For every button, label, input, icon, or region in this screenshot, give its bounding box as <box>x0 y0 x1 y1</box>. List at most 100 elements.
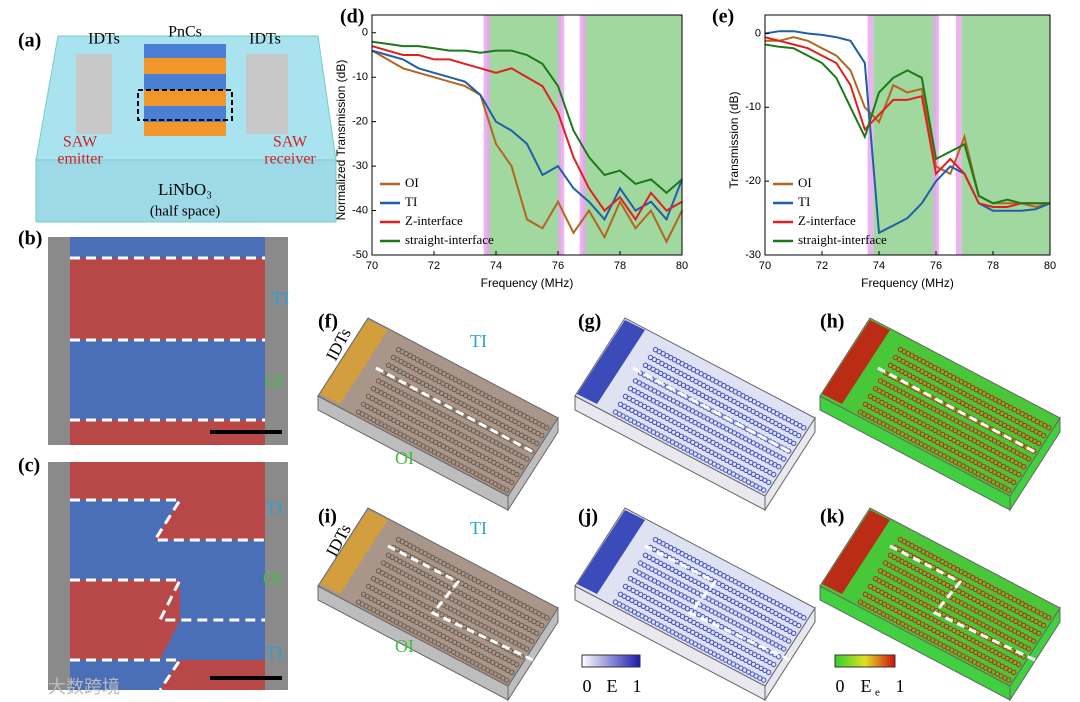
label: TI <box>272 288 289 308</box>
unit-cell <box>504 677 510 683</box>
slab <box>574 317 816 512</box>
y-tick-label: 0 <box>362 27 368 39</box>
label: TI <box>470 331 487 351</box>
idt-region <box>320 320 388 404</box>
legend-label: OI <box>405 175 419 190</box>
legend-label: TI <box>405 194 417 209</box>
unit-cell <box>761 487 767 493</box>
panel-label: (c) <box>18 455 40 477</box>
unit-cell <box>776 654 782 660</box>
unit-cell <box>1026 646 1032 652</box>
x-tick-label: 72 <box>816 260 828 272</box>
panel-label: (f) <box>318 311 338 333</box>
x-tick-label: 72 <box>428 260 440 272</box>
unit-cell <box>1021 464 1027 470</box>
unit-cell <box>514 661 520 668</box>
legend-label: TI <box>798 194 810 209</box>
label: TI <box>470 518 487 538</box>
panel-c: (c) TI OI TI <box>18 455 288 691</box>
panel-label: (i) <box>318 506 337 528</box>
y-axis-label: Transmission (dB) <box>727 92 741 189</box>
label: emitter <box>57 151 103 168</box>
y-tick-label: -20 <box>352 116 368 128</box>
plot-frame <box>764 14 1051 256</box>
unit-cell <box>766 669 772 675</box>
slab <box>819 507 1061 702</box>
label: OI <box>265 371 284 391</box>
charts: 70 72 74 76 78 80 -50 -40 -30 -20 -10 0 Frequency (M… <box>334 6 1056 291</box>
legend-label: Z-interface <box>798 213 856 228</box>
legend-label: straight-interface <box>405 232 494 247</box>
slab <box>317 317 559 512</box>
unit-cell <box>766 479 772 485</box>
unit-cell <box>1036 440 1042 446</box>
x-tick-label: 74 <box>873 260 885 272</box>
unit-cell <box>1046 425 1052 431</box>
x-tick-label: 76 <box>930 260 942 272</box>
unit-cell <box>534 440 540 446</box>
panel-label: (e) <box>712 6 734 28</box>
colorbar-label: E <box>607 676 618 696</box>
interface <box>644 544 791 662</box>
y-axis-label: Normalized Transmission (dB) <box>334 60 348 221</box>
unit-cell <box>504 487 510 493</box>
plot-frame <box>371 14 683 256</box>
series-line <box>764 30 1051 235</box>
x-tick-label: 78 <box>614 260 626 272</box>
shaded-region <box>873 15 936 255</box>
series-line <box>764 43 1050 205</box>
watermark: 大数跨境 <box>48 677 120 698</box>
unit-cell <box>791 630 797 636</box>
slab-top <box>317 507 559 687</box>
panel-a: (a) IDTs PnCs IDTs SAW emitter SAW recei… <box>18 24 337 223</box>
interface <box>889 544 1036 662</box>
idt-region <box>577 320 645 404</box>
unit-cell <box>771 661 777 668</box>
unit-cell <box>519 654 525 660</box>
x-tick-label: 78 <box>987 260 999 272</box>
label: receiver <box>264 151 316 168</box>
label: IDTs <box>88 31 120 48</box>
unit-cell <box>761 677 767 683</box>
series-line <box>765 36 1051 209</box>
panel-label: (k) <box>820 506 844 528</box>
colorbar <box>581 654 641 668</box>
unit-cell <box>544 425 550 431</box>
colorbar-label: 1 <box>896 676 905 696</box>
slab-top <box>819 507 1061 687</box>
interface <box>877 366 1036 454</box>
colorbar <box>834 654 896 668</box>
x-tick-label: 80 <box>1044 260 1056 272</box>
unit-cell <box>1046 615 1052 621</box>
panel-label: (d) <box>340 6 364 28</box>
colorbar-label: e <box>875 687 880 699</box>
slab-top <box>574 507 816 687</box>
unit-cell <box>524 646 530 652</box>
panel-texts: (f) (g) (h) (i) (j) (k) IDTs TI OI IDTs … <box>48 311 905 699</box>
label: SAW <box>63 134 98 151</box>
legend-label: OI <box>798 175 812 190</box>
label: IDTs <box>249 31 281 48</box>
unit-cell <box>776 464 782 470</box>
label: OI <box>395 448 414 468</box>
slab-top <box>819 317 1061 497</box>
unit-cell <box>781 456 787 462</box>
unit-cell <box>1021 654 1027 660</box>
interface <box>632 366 791 454</box>
idt-region <box>320 510 388 594</box>
unit-cell <box>786 638 792 644</box>
unit-cell <box>529 638 535 644</box>
panel-label: (j) <box>578 506 598 528</box>
unit-cell <box>801 425 807 431</box>
label: PnCs <box>168 24 202 41</box>
simulation-panels <box>317 317 1061 702</box>
idt-region <box>577 510 645 594</box>
shaded-region <box>961 15 1050 255</box>
unit-cell <box>534 630 540 636</box>
x-tick-label: 74 <box>490 260 502 272</box>
y-tick-label: -30 <box>352 160 368 172</box>
unit-cell <box>801 615 807 621</box>
unit-cell <box>544 615 550 621</box>
unit-cell <box>1041 432 1047 439</box>
